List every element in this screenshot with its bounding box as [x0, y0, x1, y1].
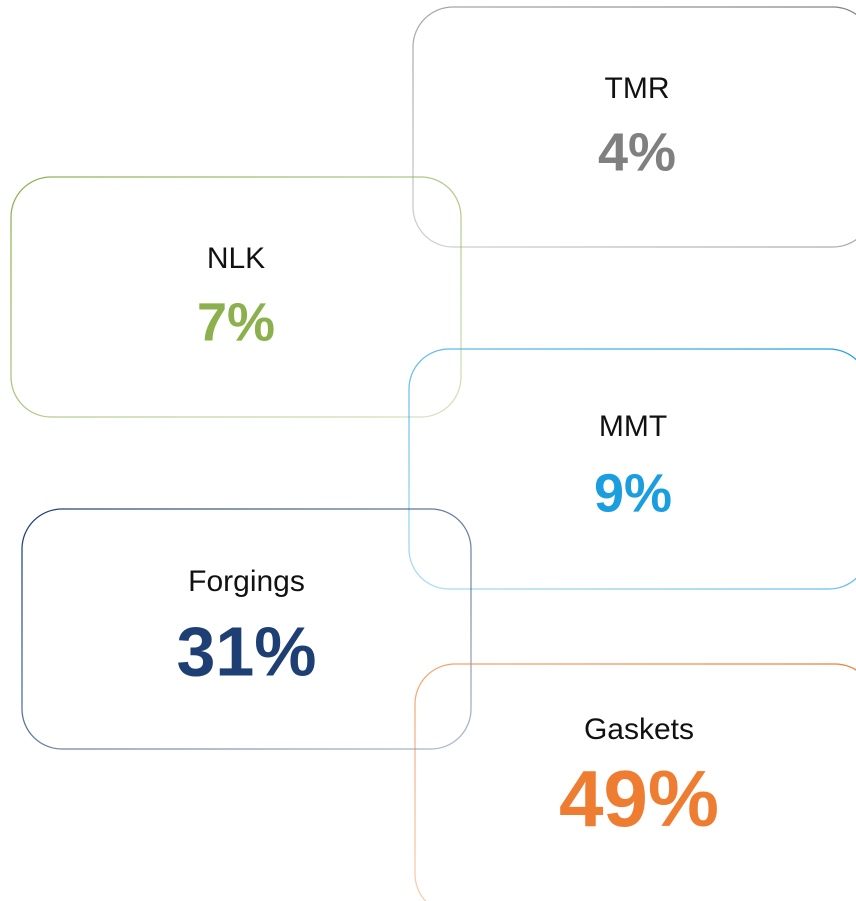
box	[412, 6, 856, 248]
box-group: MMT 9%	[408, 348, 856, 590]
box	[408, 348, 856, 590]
box-value: 49%	[559, 754, 719, 843]
box-group: NLK 7%	[10, 176, 462, 418]
box-label: TMR	[605, 72, 670, 105]
box	[21, 508, 472, 750]
box-label: Gaskets	[584, 713, 694, 746]
box	[414, 663, 856, 901]
box	[10, 176, 462, 418]
box-value: 7%	[197, 292, 275, 352]
box-group: Forgings 31%	[21, 508, 472, 750]
box-value: 9%	[594, 463, 672, 523]
box-label: NLK	[207, 242, 265, 275]
box-value: 4%	[598, 122, 676, 182]
box-label: Forgings	[188, 565, 305, 598]
box-label: MMT	[599, 410, 667, 443]
box-group: Gaskets 49%	[414, 663, 856, 901]
box-group: TMR 4%	[412, 6, 856, 248]
box-value: 31%	[176, 612, 316, 690]
